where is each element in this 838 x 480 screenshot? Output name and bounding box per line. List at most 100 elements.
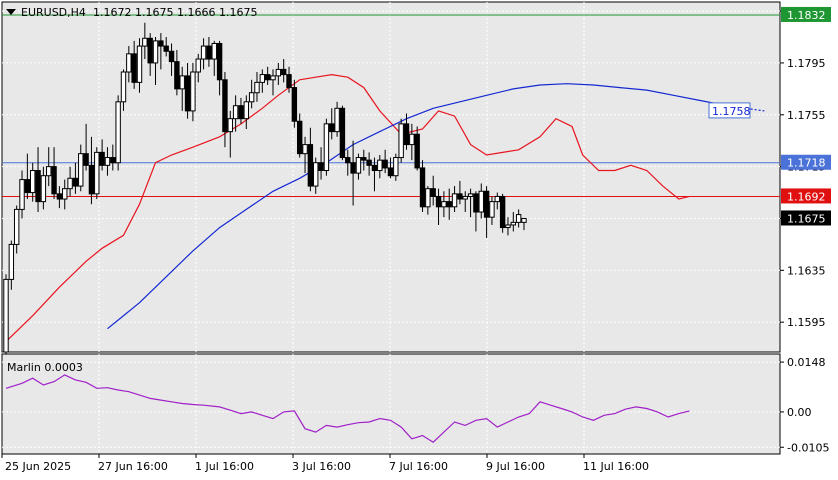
price-tick-label: 1.1795	[787, 57, 826, 70]
candle	[499, 193, 506, 233]
oscillator-label: Marlin 0.0003	[7, 361, 83, 374]
candle-body	[227, 118, 233, 133]
candles	[3, 22, 527, 355]
candle-body	[329, 123, 335, 133]
oscillator-line	[5, 374, 690, 443]
candle-body	[489, 201, 495, 218]
candle-body	[361, 157, 367, 161]
candle	[67, 166, 73, 197]
candle-body	[499, 195, 506, 229]
candle-body	[473, 193, 479, 213]
candle-body	[505, 224, 511, 229]
candle-body	[142, 37, 148, 47]
candle-body	[232, 105, 239, 120]
candle	[8, 240, 15, 290]
candle-body	[30, 170, 36, 194]
symbol-menu-triangle-icon[interactable]	[6, 9, 16, 15]
candle	[323, 118, 330, 176]
candle-body	[478, 190, 484, 213]
candle	[99, 139, 105, 171]
candle-body	[110, 157, 116, 164]
candle	[398, 118, 404, 163]
candle-body	[104, 157, 111, 166]
candle-body	[398, 123, 404, 159]
candle-body	[510, 221, 517, 226]
candle-body	[88, 164, 95, 195]
level-badge-1.1692	[781, 188, 831, 204]
time-tick-label: 3 Jul 16:00	[292, 460, 351, 473]
candle-body	[83, 153, 89, 166]
candle	[382, 149, 388, 174]
oscillator-tick-label: -0.0105	[787, 441, 829, 454]
candle-body	[13, 208, 20, 245]
candle	[462, 191, 468, 212]
candle-body	[56, 193, 63, 200]
candle	[174, 49, 180, 96]
candle-body	[216, 42, 223, 81]
candle-body	[126, 53, 132, 73]
candle-body	[158, 40, 164, 47]
candle-body	[168, 50, 175, 63]
candle-body	[24, 179, 31, 194]
candle	[19, 170, 25, 219]
oscillator-plot-area	[1, 353, 781, 455]
ohlc-values: 1.1672 1.1675 1.1666 1.1675	[93, 6, 257, 19]
candle-body	[259, 74, 266, 83]
candle	[473, 191, 479, 232]
candle-body	[147, 37, 153, 64]
candle	[206, 37, 212, 67]
candle-body	[40, 175, 47, 203]
time-tick-label: 25 Jun 2025	[5, 460, 71, 473]
candle	[521, 217, 527, 231]
candle	[291, 79, 298, 128]
candle-body	[345, 157, 351, 164]
candle	[494, 192, 500, 210]
candle	[302, 136, 308, 174]
level-badge-1.1718	[781, 154, 831, 170]
time-tick-label: 7 Jul 16:00	[389, 460, 448, 473]
candle-body	[307, 144, 314, 187]
candle	[94, 147, 100, 200]
candle	[280, 59, 287, 83]
candle-body	[419, 167, 426, 208]
level-badge-1.1675	[781, 210, 831, 226]
price-tick-label: 1.1595	[787, 316, 826, 329]
candle	[313, 157, 319, 194]
candle-body	[350, 162, 356, 174]
candle-body	[313, 162, 319, 187]
candle-body	[483, 190, 490, 218]
candle	[142, 22, 148, 60]
candle	[222, 72, 228, 148]
candle-body	[3, 278, 9, 353]
candle-body	[264, 74, 271, 81]
candle	[350, 140, 356, 206]
oscillator-tick-label: 0.00	[787, 406, 812, 419]
candle-body	[78, 153, 84, 187]
level-badge-label: 1.1718	[787, 157, 826, 170]
candle-body	[72, 177, 79, 187]
price-tick-label: 1.1755	[787, 109, 826, 122]
level-badge-label: 1.1832	[787, 9, 826, 22]
candle	[275, 62, 282, 85]
candle	[414, 126, 420, 171]
candle-body	[441, 201, 447, 208]
candle-body	[366, 159, 372, 166]
candle-body	[184, 75, 191, 112]
candle	[345, 149, 351, 176]
candle	[254, 72, 260, 102]
candle	[35, 147, 41, 212]
slow-moving-average-line	[107, 83, 728, 330]
candle	[120, 69, 127, 111]
candle	[451, 186, 458, 212]
candle	[419, 160, 426, 212]
candle-body	[35, 170, 41, 203]
candle	[334, 101, 340, 137]
candle	[158, 33, 164, 70]
candle	[83, 123, 89, 171]
candle-body	[8, 243, 15, 280]
candle	[435, 188, 442, 225]
candle-body	[409, 133, 415, 146]
candle-body	[302, 144, 308, 155]
candle	[88, 136, 95, 205]
projected-level-label: 1.1758	[712, 105, 751, 118]
